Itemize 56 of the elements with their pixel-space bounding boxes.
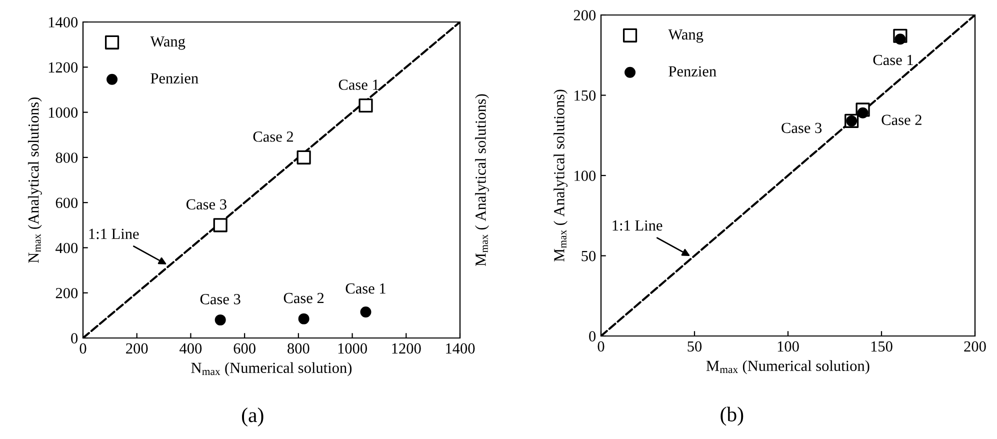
point (298, 313, 310, 324)
legend-label: Penzien (668, 66, 716, 77)
x-tick-label: 150 (871, 341, 892, 352)
y-tick-label: 400 (56, 242, 78, 254)
x-tick-label: 1000 (338, 343, 367, 354)
annotation: Case 2 (284, 292, 324, 304)
text: (a) (242, 408, 264, 426)
y-tick-label: 600 (56, 198, 78, 208)
y-tick-label: 0 (589, 331, 596, 342)
legend-label: Wang (150, 36, 186, 50)
x-tick-label: 1400 (446, 343, 475, 354)
y-tick-label: 1400 (48, 17, 78, 28)
annotation: Case 1 (346, 283, 386, 294)
y-tick-label: 100 (574, 170, 596, 181)
point (360, 306, 372, 318)
y-tick-label: 1000 (48, 107, 78, 118)
y2-axis-title: M$_{max}$ ( Analytical solutions) (475, 94, 489, 266)
y-tick-label: 50 (582, 250, 596, 262)
x-tick-label: 50 (688, 341, 702, 352)
x-tick-label: 1200 (392, 343, 421, 354)
x-tick-label: 0 (80, 343, 86, 354)
point (213, 218, 228, 232)
x-tick-label: 100 (778, 341, 799, 352)
x-tick-label: 200 (126, 343, 148, 354)
legend-label: Penzien (150, 73, 198, 84)
point (358, 98, 373, 113)
annotation: Case 3 (186, 199, 226, 210)
annotation: Case 3 (200, 294, 240, 304)
annotation: 1:1 Line (612, 220, 662, 231)
point (296, 150, 311, 164)
legend-label: Wang (668, 29, 704, 43)
y-tick-label: 1200 (48, 62, 78, 73)
annotation: 1:1 Line (89, 228, 139, 240)
text: (b) (720, 406, 744, 426)
y-axis-title: N$_{max}$ (Analytical solutions) (28, 97, 42, 263)
x-tick-label: 400 (180, 343, 202, 354)
y-tick-label: 800 (56, 152, 78, 163)
y-tick-label: 200 (574, 10, 596, 20)
point (214, 314, 226, 326)
annotation: Case 1 (873, 54, 913, 66)
annotation: Case 2 (882, 114, 922, 126)
point (894, 34, 906, 45)
x-tick-label: 200 (964, 341, 986, 352)
y-tick-label: 0 (71, 333, 78, 344)
annotation: Case 2 (253, 132, 293, 142)
annotation: Case 1 (338, 80, 378, 90)
y-tick-label: 150 (574, 90, 596, 101)
x-axis-title: N$_{max}$ (Numerical solution) (191, 362, 352, 376)
annotation: Case 3 (782, 122, 822, 134)
x-tick-label: 800 (288, 343, 310, 354)
x-tick-label: 0 (598, 341, 604, 352)
y-axis-title: M$_{max}$ ( Analytical solutions) (554, 90, 568, 262)
point (857, 107, 868, 118)
x-axis-title: M$_{max}$ (Numerical solution) (706, 360, 870, 374)
y-tick-label: 200 (56, 288, 78, 298)
x-tick-label: 600 (234, 343, 256, 354)
